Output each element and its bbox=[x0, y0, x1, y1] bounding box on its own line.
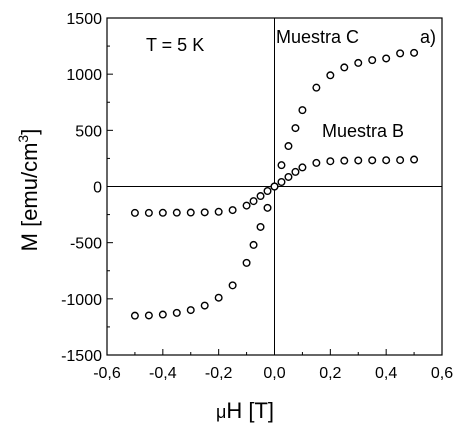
y-tick-label: 0 bbox=[93, 180, 102, 197]
data-point bbox=[291, 167, 300, 176]
data-point bbox=[354, 156, 363, 165]
data-point bbox=[144, 208, 153, 217]
data-point bbox=[368, 156, 377, 165]
data-point bbox=[249, 240, 258, 249]
data-point bbox=[242, 201, 251, 210]
data-point bbox=[312, 158, 321, 167]
data-point bbox=[172, 308, 181, 317]
data-point bbox=[298, 163, 307, 172]
data-point bbox=[277, 161, 286, 170]
series-1 bbox=[130, 155, 419, 217]
data-point bbox=[144, 311, 153, 320]
y-axis-label: M [emu/cm3] bbox=[15, 129, 42, 252]
data-point bbox=[284, 172, 293, 181]
x-axis-label: μH [T] bbox=[216, 398, 274, 423]
y-axis-label-close: ] bbox=[17, 129, 42, 135]
y-axis-label-main: M [emu/cm bbox=[17, 143, 42, 252]
data-point bbox=[326, 71, 335, 80]
data-point bbox=[298, 106, 307, 115]
data-point bbox=[368, 56, 377, 65]
data-point bbox=[214, 293, 223, 302]
data-point bbox=[340, 63, 349, 72]
x-tick-label: 0,2 bbox=[319, 365, 341, 382]
data-point bbox=[277, 178, 286, 187]
data-point bbox=[256, 192, 265, 201]
series-0 bbox=[130, 48, 419, 320]
annotation-temperature: T = 5 K bbox=[146, 35, 204, 55]
data-points bbox=[130, 48, 419, 320]
y-axis-label-sup: 3 bbox=[15, 135, 31, 143]
data-point bbox=[270, 182, 279, 191]
data-point bbox=[228, 281, 237, 290]
data-point bbox=[186, 208, 195, 217]
data-point bbox=[214, 207, 223, 216]
y-tick-label: -1500 bbox=[61, 348, 102, 365]
x-tick-label: 0,4 bbox=[375, 365, 397, 382]
x-axis-label-main: H [T] bbox=[226, 398, 274, 423]
annotation-muestra-b: Muestra B bbox=[322, 121, 404, 141]
data-point bbox=[186, 306, 195, 315]
data-point bbox=[396, 49, 405, 58]
data-point bbox=[130, 208, 139, 217]
data-point bbox=[396, 156, 405, 165]
data-point bbox=[242, 258, 251, 267]
data-point bbox=[172, 208, 181, 217]
x-axis-label-prefix: μ bbox=[216, 402, 226, 422]
y-axis-ticks: -1500 -1000 -500 0 500 1000 1500 bbox=[61, 11, 113, 365]
data-point bbox=[200, 208, 209, 217]
data-point bbox=[326, 157, 335, 166]
y-tick-label: -500 bbox=[70, 236, 102, 253]
y-tick-label: 500 bbox=[75, 123, 102, 140]
data-point bbox=[130, 311, 139, 320]
data-point bbox=[410, 48, 419, 57]
x-axis-ticks: -0,6 -0,4 -0,2 0,0 0,2 0,4 0,6 bbox=[93, 349, 453, 382]
data-point bbox=[263, 203, 272, 212]
data-point bbox=[382, 156, 391, 165]
y-tick-label: 1000 bbox=[66, 67, 102, 84]
annotation-panel-label: a) bbox=[420, 27, 436, 47]
data-point bbox=[158, 310, 167, 319]
annotation-muestra-c: Muestra C bbox=[276, 27, 359, 47]
x-tick-label: -0,2 bbox=[205, 365, 233, 382]
data-point bbox=[200, 301, 209, 310]
data-point bbox=[158, 208, 167, 217]
y-tick-label: 1500 bbox=[66, 11, 102, 28]
data-point bbox=[382, 54, 391, 63]
data-point bbox=[312, 83, 321, 92]
x-tick-label: 0,0 bbox=[263, 365, 285, 382]
y-tick-label: -1000 bbox=[61, 292, 102, 309]
x-tick-label: -0,4 bbox=[149, 365, 177, 382]
data-point bbox=[410, 155, 419, 164]
data-point bbox=[291, 124, 300, 133]
data-point bbox=[354, 58, 363, 67]
data-point bbox=[249, 197, 258, 206]
x-tick-label: 0,6 bbox=[431, 365, 453, 382]
data-point bbox=[228, 206, 237, 215]
data-point bbox=[340, 156, 349, 165]
data-point bbox=[263, 186, 272, 195]
data-point bbox=[284, 142, 293, 151]
data-point bbox=[256, 222, 265, 231]
x-tick-label: -0,6 bbox=[93, 365, 121, 382]
